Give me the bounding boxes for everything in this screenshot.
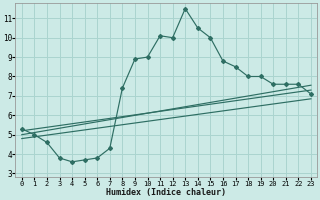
X-axis label: Humidex (Indice chaleur): Humidex (Indice chaleur) bbox=[106, 188, 226, 197]
